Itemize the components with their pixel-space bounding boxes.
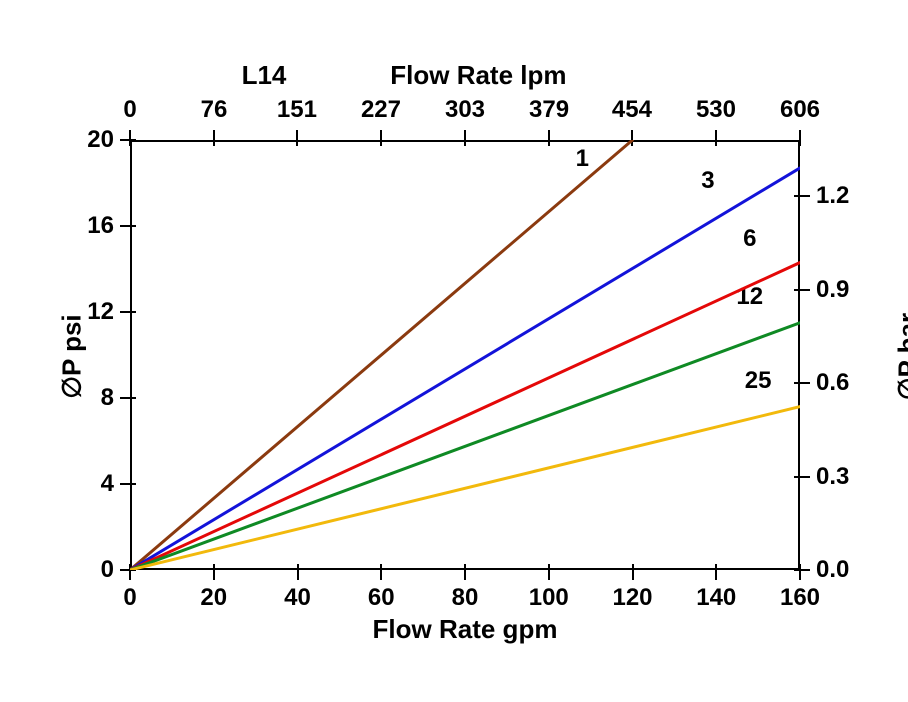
series-6 [130,263,800,570]
chart-lines [0,0,908,702]
series-1 [130,140,633,570]
series-25 [130,407,800,570]
series-12 [130,323,800,570]
series-3 [130,168,800,570]
